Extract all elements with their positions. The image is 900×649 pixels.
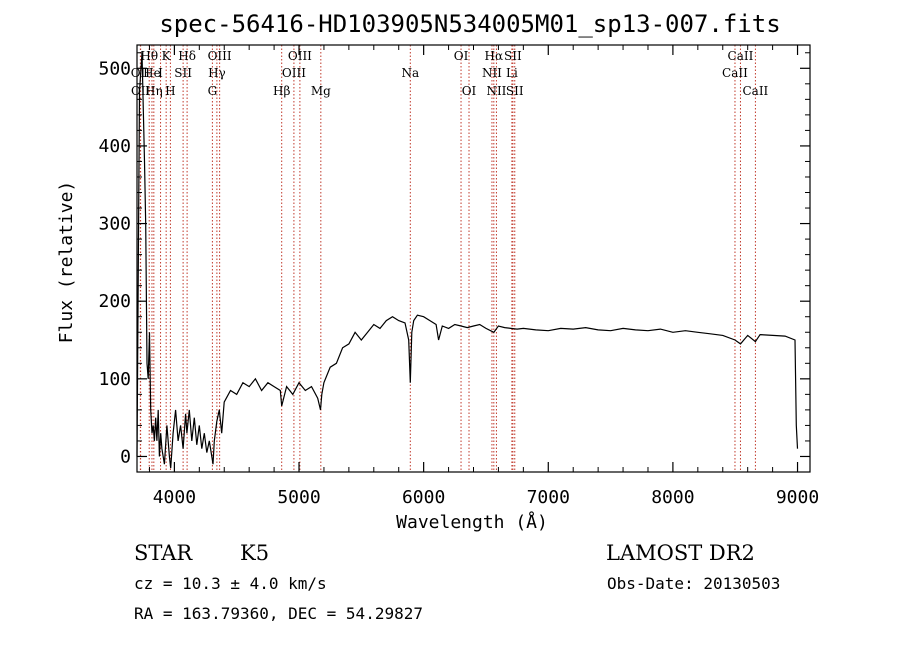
line-marker-label: H — [165, 84, 175, 98]
spectrum-line — [136, 52, 799, 469]
line-marker-label: Hδ — [178, 49, 196, 63]
line-marker-label: Mg — [311, 84, 331, 98]
x-tick-label: 7000 — [527, 487, 570, 508]
line-marker-label: I — [158, 66, 163, 80]
line-marker-label: Hβ — [273, 84, 290, 98]
line-marker-label: Hθ — [140, 49, 158, 63]
object-subclass: K5 — [240, 541, 269, 565]
emission-line-markers — [139, 45, 756, 472]
line-marker-label: Hγ — [208, 66, 226, 80]
x-tick-label: 6000 — [402, 487, 445, 508]
line-marker-label: Hα — [485, 49, 504, 63]
x-tick-label: 9000 — [776, 487, 819, 508]
x-axis-label: Wavelength (Å) — [396, 511, 548, 533]
y-tick-label: 100 — [98, 369, 131, 390]
line-marker-label: SII — [174, 66, 192, 80]
plot-frame — [136, 44, 811, 473]
line-marker-label: CaII — [728, 49, 754, 63]
object-class: STAR — [134, 541, 193, 565]
y-tick-label: 500 — [98, 58, 131, 79]
survey-name: LAMOST DR2 — [606, 541, 755, 565]
line-marker-label: Na — [401, 66, 419, 80]
y-tick-label: 400 — [98, 136, 131, 157]
line-marker-label: OII — [131, 84, 151, 98]
line-marker-label: NII — [486, 84, 506, 98]
line-marker-label: OIII — [282, 66, 306, 80]
x-axis-ticks: 4000 5000 6000 7000 8000 9000 — [148, 45, 819, 508]
ra-dec-coordinates: RA = 163.79360, DEC = 54.29827 — [134, 604, 423, 623]
chart-title: spec-56416-HD103905N534005M01_sp13-007.f… — [159, 10, 780, 38]
line-marker-label: G — [208, 84, 218, 98]
line-marker-label: NII — [482, 66, 502, 80]
line-marker-label: OI — [454, 49, 469, 63]
line-marker-label: Li — [506, 66, 518, 80]
redshift-cz: cz = 10.3 ± 4.0 km/s — [134, 574, 327, 593]
x-tick-label: 5000 — [277, 487, 320, 508]
line-marker-label: He — [143, 66, 161, 80]
observation-date: Obs-Date: 20130503 — [607, 574, 780, 593]
x-tick-label: 8000 — [651, 487, 694, 508]
y-tick-label: 0 — [120, 446, 131, 467]
line-marker-label: OIII — [208, 49, 232, 63]
line-marker-label: K — [162, 49, 172, 63]
y-axis-ticks: 0 100 200 300 400 500 — [98, 52, 810, 467]
line-marker-label: CaII — [742, 84, 768, 98]
y-tick-label: 300 — [98, 214, 131, 235]
y-axis-label: Flux (relative) — [56, 181, 77, 344]
x-tick-label: 4000 — [153, 487, 196, 508]
line-marker-label: Hη — [145, 84, 163, 98]
line-marker-label: SII — [506, 84, 524, 98]
line-marker-label: SII — [504, 49, 522, 63]
line-marker-label: OIII — [288, 49, 312, 63]
line-marker-label: OI — [462, 84, 477, 98]
y-tick-label: 200 — [98, 291, 131, 312]
line-marker-label: CaII — [722, 66, 748, 80]
